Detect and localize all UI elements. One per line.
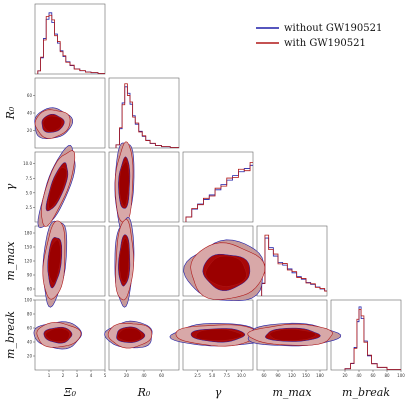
contour-mbreak-vs-xi0 bbox=[33, 321, 82, 350]
x-tick-label-xi0: 2 bbox=[62, 373, 65, 378]
histogram-mbreak-with bbox=[344, 309, 401, 370]
x-axis-label-mmax: m_max bbox=[272, 386, 312, 399]
contour-mbreak-vs-mmax bbox=[247, 322, 342, 347]
x-tick-label-mbreak: 20 bbox=[342, 373, 348, 378]
contour-inner-with bbox=[117, 327, 143, 342]
y-tick-label-mbreak: 80 bbox=[27, 312, 33, 317]
panel-mbreak-mbreak bbox=[330, 299, 402, 371]
x-tick-label-mbreak: 80 bbox=[384, 373, 390, 378]
histogram-mmax-with bbox=[261, 234, 327, 296]
y-axis-label-mmax: m_max bbox=[4, 241, 17, 281]
y-tick-label-mbreak: 100 bbox=[24, 298, 32, 303]
histogram-gamma-without bbox=[185, 164, 253, 222]
x-tick-label-mbreak: 40 bbox=[356, 373, 362, 378]
legend: without GW190521 with GW190521 bbox=[256, 23, 382, 49]
y-tick-label-mmax: 60 bbox=[27, 287, 33, 292]
x-tick-label-xi0: 3 bbox=[76, 373, 79, 378]
y-tick-label-mbreak: 40 bbox=[27, 340, 33, 345]
panel-mmax-mmax bbox=[256, 225, 328, 297]
x-tick-label-r0: 60 bbox=[159, 373, 165, 378]
x-tick-label-gamma: 7.5 bbox=[224, 373, 231, 378]
panel-r0-r0 bbox=[108, 77, 180, 149]
y-tick-label-gamma: 2.5 bbox=[26, 205, 33, 210]
histogram-r0-with bbox=[115, 83, 179, 148]
contour-r0-vs-xi0 bbox=[34, 107, 73, 140]
contour-inner-with bbox=[119, 238, 130, 283]
y-tick-label-gamma: 5.0 bbox=[26, 190, 33, 195]
contour-inner-with bbox=[45, 327, 70, 342]
contour-gamma-vs-r0 bbox=[114, 141, 135, 232]
x-tick-label-mmax: 180 bbox=[316, 373, 324, 378]
contour-inner-with bbox=[195, 328, 243, 341]
x-axis-label-gamma: γ bbox=[215, 386, 222, 399]
x-axis-label-xi0: Ξ₀ bbox=[63, 386, 77, 399]
x-tick-label-r0: 20 bbox=[124, 373, 130, 378]
x-tick-label-mmax: 150 bbox=[302, 373, 310, 378]
y-axis-label-mbreak: m_break bbox=[4, 311, 17, 359]
contour-gamma-vs-xi0 bbox=[37, 145, 76, 229]
y-tick-label-mmax: 150 bbox=[24, 245, 32, 250]
contour-inner-with bbox=[205, 255, 247, 287]
corner-axis-labels: 1 2 3 4 5 Ξ₀ 20 40 60 R₀ 2.5 5.0 7.5 10.0 γ 60 90 120 150 1… bbox=[4, 93, 405, 399]
contour-inner-with bbox=[48, 167, 68, 209]
legend-label-without: without GW190521 bbox=[284, 23, 382, 34]
y-tick-label-mbreak: 60 bbox=[27, 326, 33, 331]
x-axis-label-r0: R₀ bbox=[137, 386, 151, 399]
y-tick-label-mmax: 120 bbox=[24, 259, 32, 264]
y-tick-label-r0: 60 bbox=[27, 93, 33, 98]
x-tick-label-mmax: 120 bbox=[288, 373, 296, 378]
y-tick-label-mmax: 90 bbox=[27, 273, 33, 278]
contour-mmax-vs-gamma bbox=[183, 239, 266, 302]
contour-mbreak-vs-r0 bbox=[104, 320, 153, 349]
x-tick-label-mbreak: 100 bbox=[397, 373, 405, 378]
y-tick-label-r0: 40 bbox=[27, 111, 33, 116]
y-tick-label-gamma: 10.0 bbox=[23, 161, 32, 166]
contour-mbreak-vs-gamma bbox=[169, 323, 265, 347]
y-tick-label-r0: 20 bbox=[27, 128, 33, 133]
y-axis-label-gamma: γ bbox=[4, 183, 17, 190]
y-axis-label-r0: R₀ bbox=[4, 106, 17, 120]
y-tick-label-mmax: 180 bbox=[24, 231, 32, 236]
x-axis-label-mbreak: m_break bbox=[342, 386, 390, 399]
contour-inner-with bbox=[269, 328, 316, 341]
contour-mmax-vs-r0 bbox=[114, 217, 135, 308]
contour-inner-with bbox=[42, 115, 63, 132]
corner-panels bbox=[33, 3, 402, 372]
x-tick-label-xi0: 1 bbox=[48, 373, 51, 378]
x-tick-label-mbreak: 60 bbox=[370, 373, 376, 378]
y-tick-label-gamma: 7.5 bbox=[26, 176, 33, 181]
histogram-gamma-with bbox=[185, 162, 253, 222]
histogram-xi0-with bbox=[37, 14, 105, 74]
x-tick-label-gamma: 10.0 bbox=[237, 373, 246, 378]
x-tick-label-r0: 40 bbox=[141, 373, 147, 378]
x-tick-label-gamma: 2.5 bbox=[194, 373, 201, 378]
x-tick-label-gamma: 5.0 bbox=[209, 373, 216, 378]
contour-mmax-vs-xi0 bbox=[42, 220, 68, 308]
x-tick-label-mmax: 60 bbox=[261, 373, 267, 378]
legend-label-with: with GW190521 bbox=[284, 38, 366, 49]
contour-inner-with bbox=[119, 161, 130, 207]
contour-inner-with bbox=[48, 239, 61, 284]
y-tick-label-mbreak: 20 bbox=[27, 354, 33, 359]
x-tick-label-mmax: 90 bbox=[275, 373, 281, 378]
panel-gamma-gamma bbox=[182, 151, 254, 223]
x-tick-label-xi0: 4 bbox=[90, 373, 93, 378]
x-tick-label-xi0: 5 bbox=[104, 373, 107, 378]
